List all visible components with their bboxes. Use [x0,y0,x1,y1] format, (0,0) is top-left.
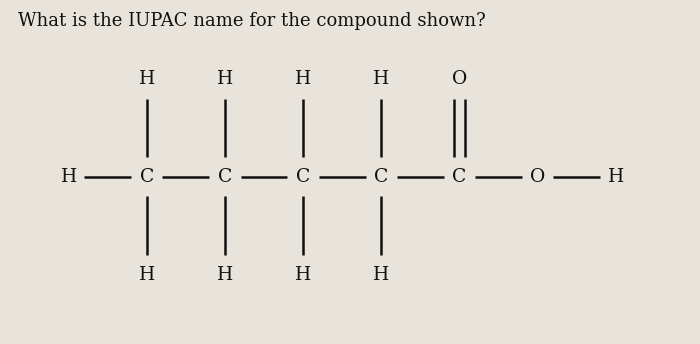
Text: C: C [296,168,310,186]
Text: C: C [452,168,467,186]
Text: H: H [295,266,312,284]
Text: O: O [452,70,467,88]
Text: H: H [139,70,155,88]
Text: O: O [530,168,545,186]
Text: H: H [217,70,233,88]
Text: H: H [608,168,624,186]
Text: C: C [374,168,388,186]
Text: H: H [61,168,77,186]
Text: What is the IUPAC name for the compound shown?: What is the IUPAC name for the compound … [18,12,486,30]
Text: C: C [218,168,232,186]
Text: H: H [373,266,389,284]
Text: H: H [295,70,312,88]
Text: H: H [373,70,389,88]
Text: H: H [139,266,155,284]
Text: H: H [217,266,233,284]
Text: C: C [139,168,154,186]
